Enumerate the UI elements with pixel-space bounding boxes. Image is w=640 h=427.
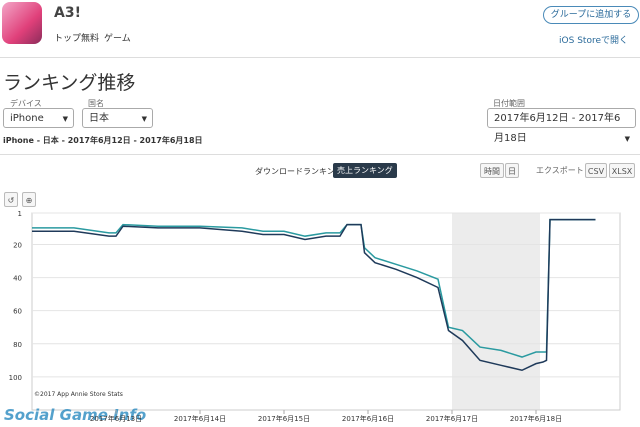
rule	[0, 57, 640, 58]
export-label[interactable]: エクスポート	[536, 166, 584, 175]
y-tick-label: 80	[13, 341, 22, 349]
y-tick-label: 60	[13, 308, 22, 316]
chart-credit: ©2017 App Annie Store Stats	[34, 391, 123, 398]
date-label: 日付範囲	[493, 99, 525, 108]
tab[interactable]: ダウンロードランキング	[255, 167, 343, 176]
summary: iPhone - 日本 - 2017年6月12日 - 2017年6月18日	[3, 136, 203, 145]
xlsx-button[interactable]: XLSX	[609, 163, 635, 178]
series-line	[32, 218, 596, 372]
x-tick-label: 2017年6月13日	[90, 414, 142, 423]
x-tick-label: 2017年6月14日	[174, 414, 226, 423]
device-label: デバイス	[10, 99, 42, 108]
add-group-button[interactable]: グループに追加する	[543, 6, 639, 24]
undo-button[interactable]: ↺	[4, 192, 18, 207]
date-select[interactable]: 2017年6月12日 - 2017年6月18日	[487, 108, 636, 149]
y-tick-label: 20	[13, 241, 22, 249]
country-select[interactable]: 日本	[82, 108, 153, 129]
app-name: A3!	[54, 5, 81, 21]
genre: ゲーム	[104, 34, 131, 44]
x-tick-label: 2017年6月16日	[342, 414, 394, 423]
device-select[interactable]: iPhone	[3, 108, 74, 129]
rank-category: トップ無料	[54, 34, 100, 44]
tab-active[interactable]: 売上ランキング	[333, 163, 397, 178]
y-tick-label: 100	[9, 374, 22, 382]
x-tick-label: 2017年6月15日	[258, 414, 310, 423]
zoom-button[interactable]: ⊕	[22, 192, 36, 207]
weekend-shade	[452, 213, 540, 410]
x-tick-label: 2017年6月18日	[510, 414, 562, 423]
open-store-link[interactable]: iOS Storeで開く	[559, 36, 628, 46]
page-title: ランキング推移	[3, 72, 136, 94]
csv-button[interactable]: CSV	[585, 163, 607, 178]
watermark: Social Game Info	[4, 406, 146, 424]
country-label: 国名	[88, 99, 104, 108]
x-tick-label: 2017年6月17日	[426, 414, 478, 423]
hour-button[interactable]: 時間	[480, 163, 504, 178]
app-icon	[2, 2, 42, 44]
y-tick-label: 1	[18, 210, 22, 218]
rule	[0, 154, 640, 155]
day-button[interactable]: 日	[505, 163, 519, 178]
y-tick-label: 40	[13, 275, 22, 283]
